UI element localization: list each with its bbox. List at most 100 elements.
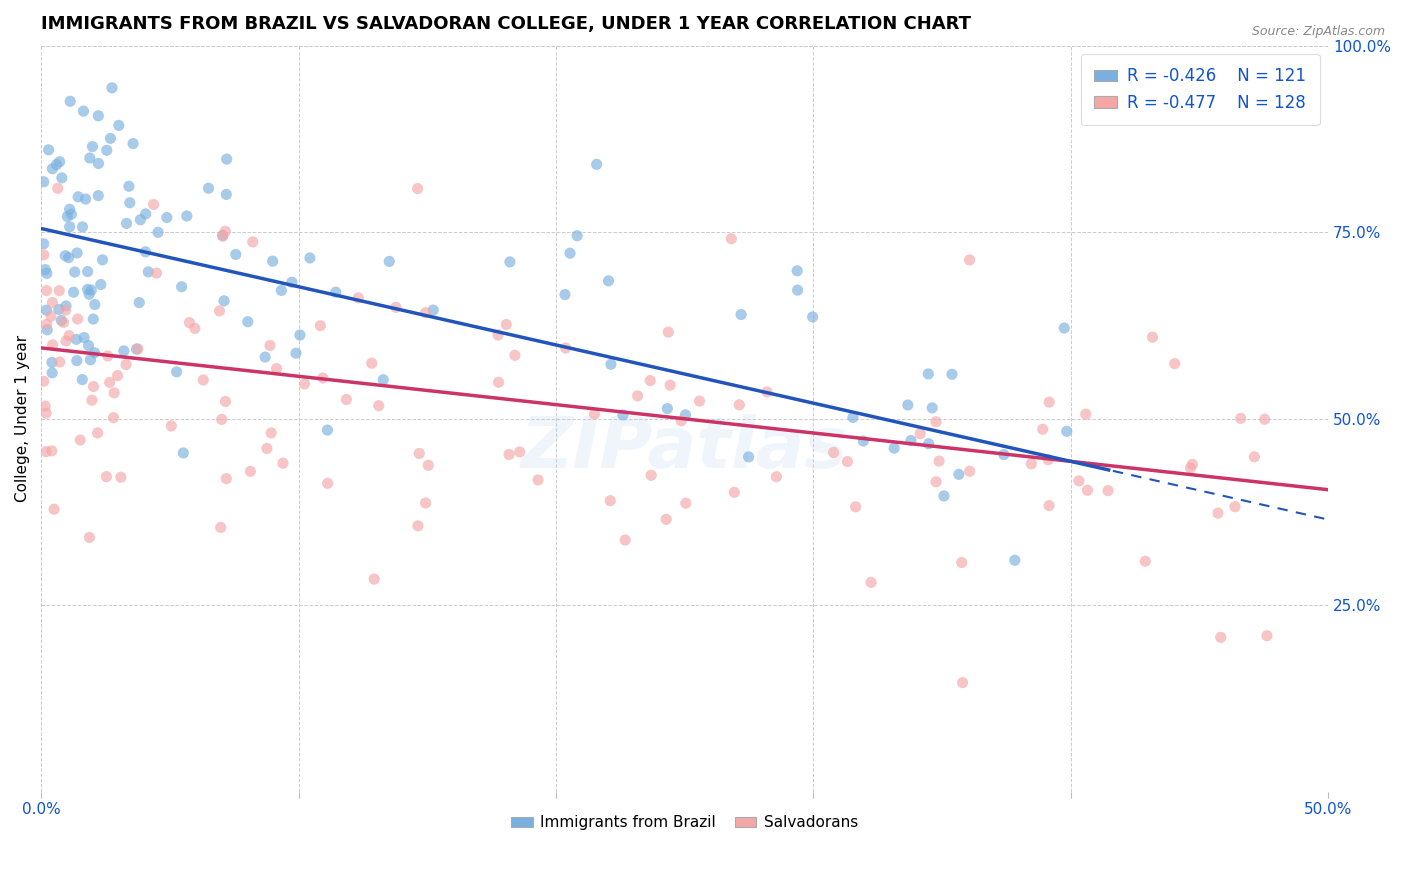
Point — [96, 143, 118, 157]
Point — [309, 318, 332, 333]
Point — [1135, 554, 1157, 568]
Point — [34, 262, 56, 277]
Point — [932, 489, 955, 503]
Point — [170, 279, 193, 293]
Point — [197, 181, 219, 195]
Point — [498, 448, 520, 462]
Point — [214, 394, 236, 409]
Point — [1038, 499, 1060, 513]
Point — [76, 264, 98, 278]
Point — [1209, 631, 1232, 645]
Point — [786, 283, 808, 297]
Point — [837, 454, 859, 468]
Point — [373, 373, 395, 387]
Point — [288, 328, 311, 343]
Point — [215, 472, 238, 486]
Point — [1142, 330, 1164, 344]
Point — [883, 441, 905, 455]
Point — [32, 236, 55, 251]
Point — [66, 353, 89, 368]
Point — [527, 473, 550, 487]
Point — [56, 210, 79, 224]
Point — [294, 376, 316, 391]
Point — [176, 209, 198, 223]
Point — [503, 348, 526, 362]
Point — [509, 445, 531, 459]
Point — [1032, 422, 1054, 436]
Point — [184, 321, 207, 335]
Point — [52, 315, 75, 329]
Point — [993, 448, 1015, 462]
Point — [959, 252, 981, 267]
Text: ZIPatlas: ZIPatlas — [522, 414, 848, 483]
Point — [765, 469, 787, 483]
Point — [928, 454, 950, 468]
Point — [415, 306, 437, 320]
Point — [38, 143, 60, 157]
Point — [852, 434, 875, 448]
Point — [96, 469, 118, 483]
Point — [97, 349, 120, 363]
Point — [583, 407, 606, 421]
Point — [59, 95, 82, 109]
Point — [128, 295, 150, 310]
Point — [254, 350, 277, 364]
Point — [845, 500, 868, 514]
Point — [408, 446, 430, 460]
Point — [118, 195, 141, 210]
Point — [72, 219, 94, 234]
Point — [63, 265, 86, 279]
Point — [98, 376, 121, 390]
Point — [66, 246, 89, 260]
Point — [35, 266, 58, 280]
Point — [266, 361, 288, 376]
Point — [262, 254, 284, 268]
Point — [45, 158, 67, 172]
Point — [145, 266, 167, 280]
Point — [720, 232, 742, 246]
Point — [921, 401, 943, 415]
Point — [823, 445, 845, 459]
Legend: Immigrants from Brazil, Salvadorans: Immigrants from Brazil, Salvadorans — [505, 809, 863, 837]
Point — [239, 464, 262, 478]
Point — [48, 284, 70, 298]
Point — [1256, 629, 1278, 643]
Point — [82, 312, 104, 326]
Point — [41, 295, 63, 310]
Point — [860, 575, 883, 590]
Point — [415, 496, 437, 510]
Point — [72, 104, 94, 119]
Point — [134, 244, 156, 259]
Point — [91, 252, 114, 267]
Point — [948, 467, 970, 482]
Point — [79, 352, 101, 367]
Point — [1223, 500, 1246, 514]
Point — [103, 410, 125, 425]
Point — [259, 338, 281, 352]
Point — [614, 533, 637, 547]
Point — [48, 302, 70, 317]
Text: Source: ZipAtlas.com: Source: ZipAtlas.com — [1251, 25, 1385, 38]
Point — [917, 367, 939, 381]
Point — [211, 412, 233, 426]
Point — [1229, 411, 1251, 425]
Point — [1181, 458, 1204, 472]
Point — [193, 373, 215, 387]
Point — [325, 285, 347, 300]
Point — [86, 425, 108, 440]
Point — [554, 287, 576, 301]
Point — [211, 229, 233, 244]
Point — [688, 394, 710, 409]
Point — [335, 392, 357, 407]
Point — [87, 156, 110, 170]
Point — [360, 356, 382, 370]
Point — [565, 228, 588, 243]
Point — [655, 512, 678, 526]
Point — [35, 318, 58, 332]
Point — [627, 389, 650, 403]
Point — [48, 154, 70, 169]
Point — [60, 207, 83, 221]
Point — [35, 303, 58, 318]
Point — [58, 328, 80, 343]
Point — [554, 341, 576, 355]
